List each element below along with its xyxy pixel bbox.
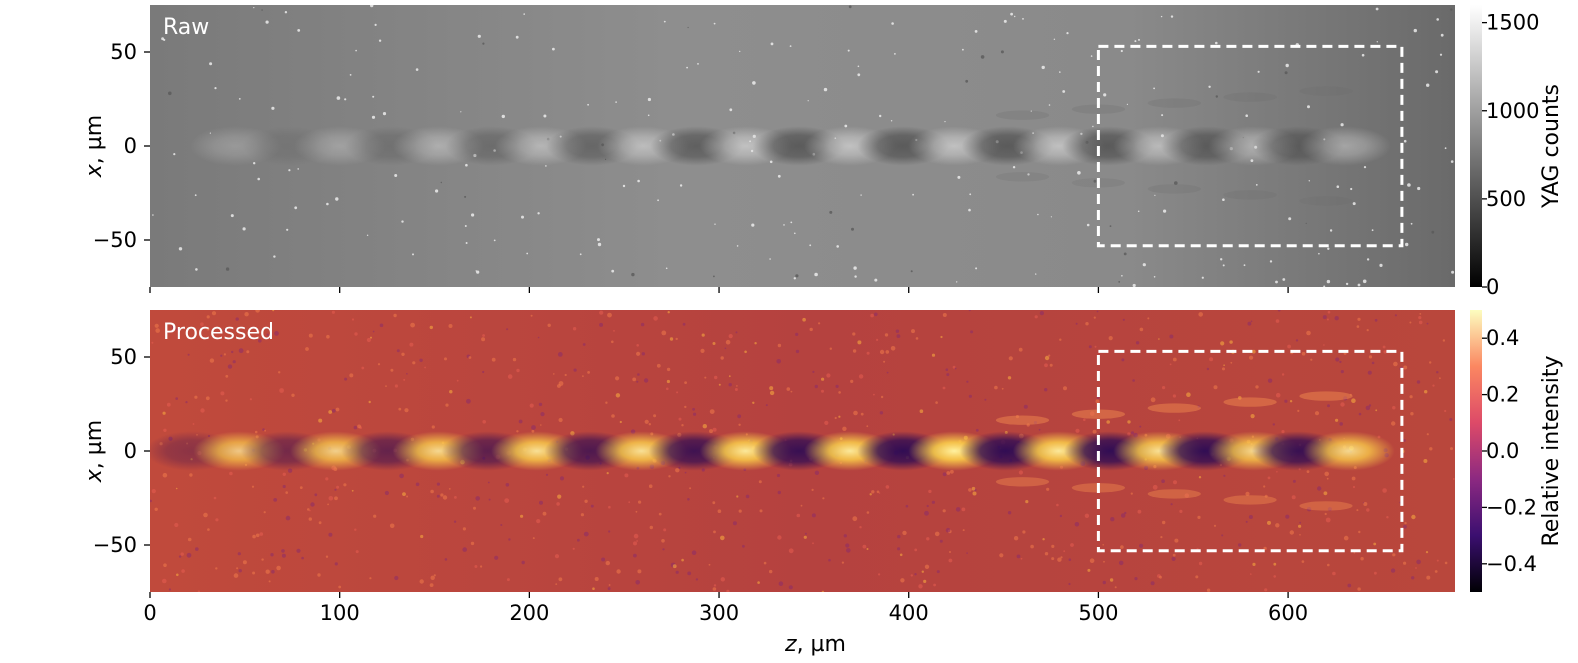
colorbar-tick-label: 0.4 xyxy=(1486,326,1519,350)
colorbar-tick-label: 0.2 xyxy=(1486,383,1519,407)
image-inferno xyxy=(150,310,1455,592)
image-fringes xyxy=(995,86,1353,206)
xtick-label: 300 xyxy=(699,601,739,625)
image-fringes xyxy=(995,391,1353,511)
colorbar-tick-label: 500 xyxy=(1486,187,1526,211)
ytick-label: −50 xyxy=(93,533,137,557)
y-axis-label: x, µm xyxy=(82,420,107,483)
image-speckle xyxy=(152,5,1455,287)
y-axis-label: x, µm xyxy=(82,115,107,178)
colorbar-tick-label: 0 xyxy=(1486,275,1499,299)
colorbar-tick-label: 1000 xyxy=(1486,99,1539,123)
colorbar-tick-label: −0.4 xyxy=(1486,552,1537,576)
xtick-label: 600 xyxy=(1268,601,1308,625)
ytick-label: 50 xyxy=(110,345,137,369)
xtick-label: 0 xyxy=(143,601,156,625)
spot-bright xyxy=(1302,431,1395,471)
colorbar-tick-label: 0.0 xyxy=(1486,439,1519,463)
x-axis-label-var: z xyxy=(784,632,797,657)
xtick-label: 100 xyxy=(320,601,360,625)
image-gray xyxy=(150,5,1455,287)
roi-box xyxy=(1096,349,1404,553)
y-axis-label-var: x xyxy=(82,468,107,483)
xtick-label: 200 xyxy=(509,601,549,625)
colorbar-gradient xyxy=(1470,310,1482,592)
colorbar-tick-label: −0.2 xyxy=(1486,495,1537,519)
y-axis-label-unit: , µm xyxy=(82,420,107,469)
ytick-label: 0 xyxy=(124,134,137,158)
colorbar-gradient xyxy=(1470,5,1482,287)
spot-bright xyxy=(1299,126,1391,166)
y-axis-label-var: x xyxy=(82,163,107,178)
x-axis-label: z, µm xyxy=(784,632,846,657)
ytick-label: −50 xyxy=(93,228,137,252)
colorbar-tick-label: 1500 xyxy=(1486,11,1539,35)
panel-label: Raw xyxy=(163,15,209,40)
y-axis-label-unit: , µm xyxy=(82,115,107,164)
ytick-label: 50 xyxy=(110,40,137,64)
colorbar-label: Relative intensity xyxy=(1539,355,1564,546)
xtick-label: 500 xyxy=(1078,601,1118,625)
colorbar-label: YAG counts xyxy=(1539,84,1564,209)
xtick-label: 400 xyxy=(889,601,929,625)
ytick-label: 0 xyxy=(124,439,137,463)
roi-box xyxy=(1096,44,1404,248)
colorbar: 1500 1000 500 0 YAG counts xyxy=(1470,5,1564,299)
x-axis-label-unit: , µm xyxy=(797,632,846,657)
panel-label: Processed xyxy=(163,320,274,345)
